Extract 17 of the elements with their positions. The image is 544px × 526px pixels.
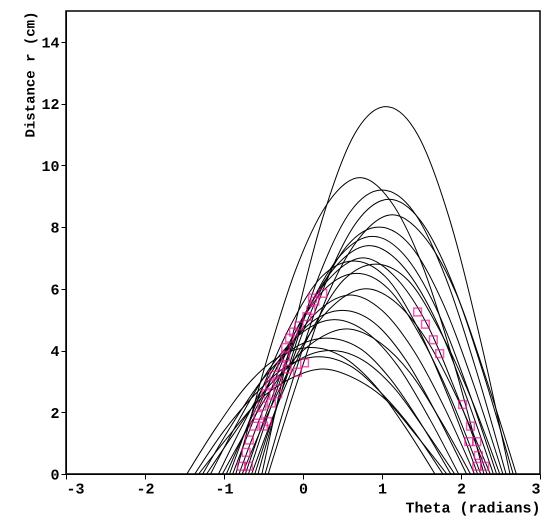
- y-tick-label: 8: [50, 220, 60, 238]
- y-tick-label: 12: [41, 97, 60, 114]
- x-tick-label: 1: [378, 482, 388, 498]
- y-tick-label: 0: [50, 468, 60, 484]
- y-axis-title: Distance r (cm): [23, 12, 40, 138]
- x-tick-label: -1: [215, 482, 234, 498]
- x-tick-label: 0: [298, 482, 308, 498]
- y-tick-label: 10: [41, 158, 60, 176]
- x-axis-title: Theta (radians): [405, 500, 540, 518]
- y-tick-label: 14: [41, 35, 60, 52]
- x-tick-label: 2: [456, 482, 466, 498]
- x-tick-label: 3: [531, 482, 540, 498]
- y-tick-label: 2: [50, 406, 60, 423]
- x-tick-label: -2: [136, 482, 155, 498]
- y-tick-label: 6: [50, 282, 60, 300]
- x-tick-label: -3: [66, 482, 85, 498]
- y-tick-label: 4: [50, 344, 60, 362]
